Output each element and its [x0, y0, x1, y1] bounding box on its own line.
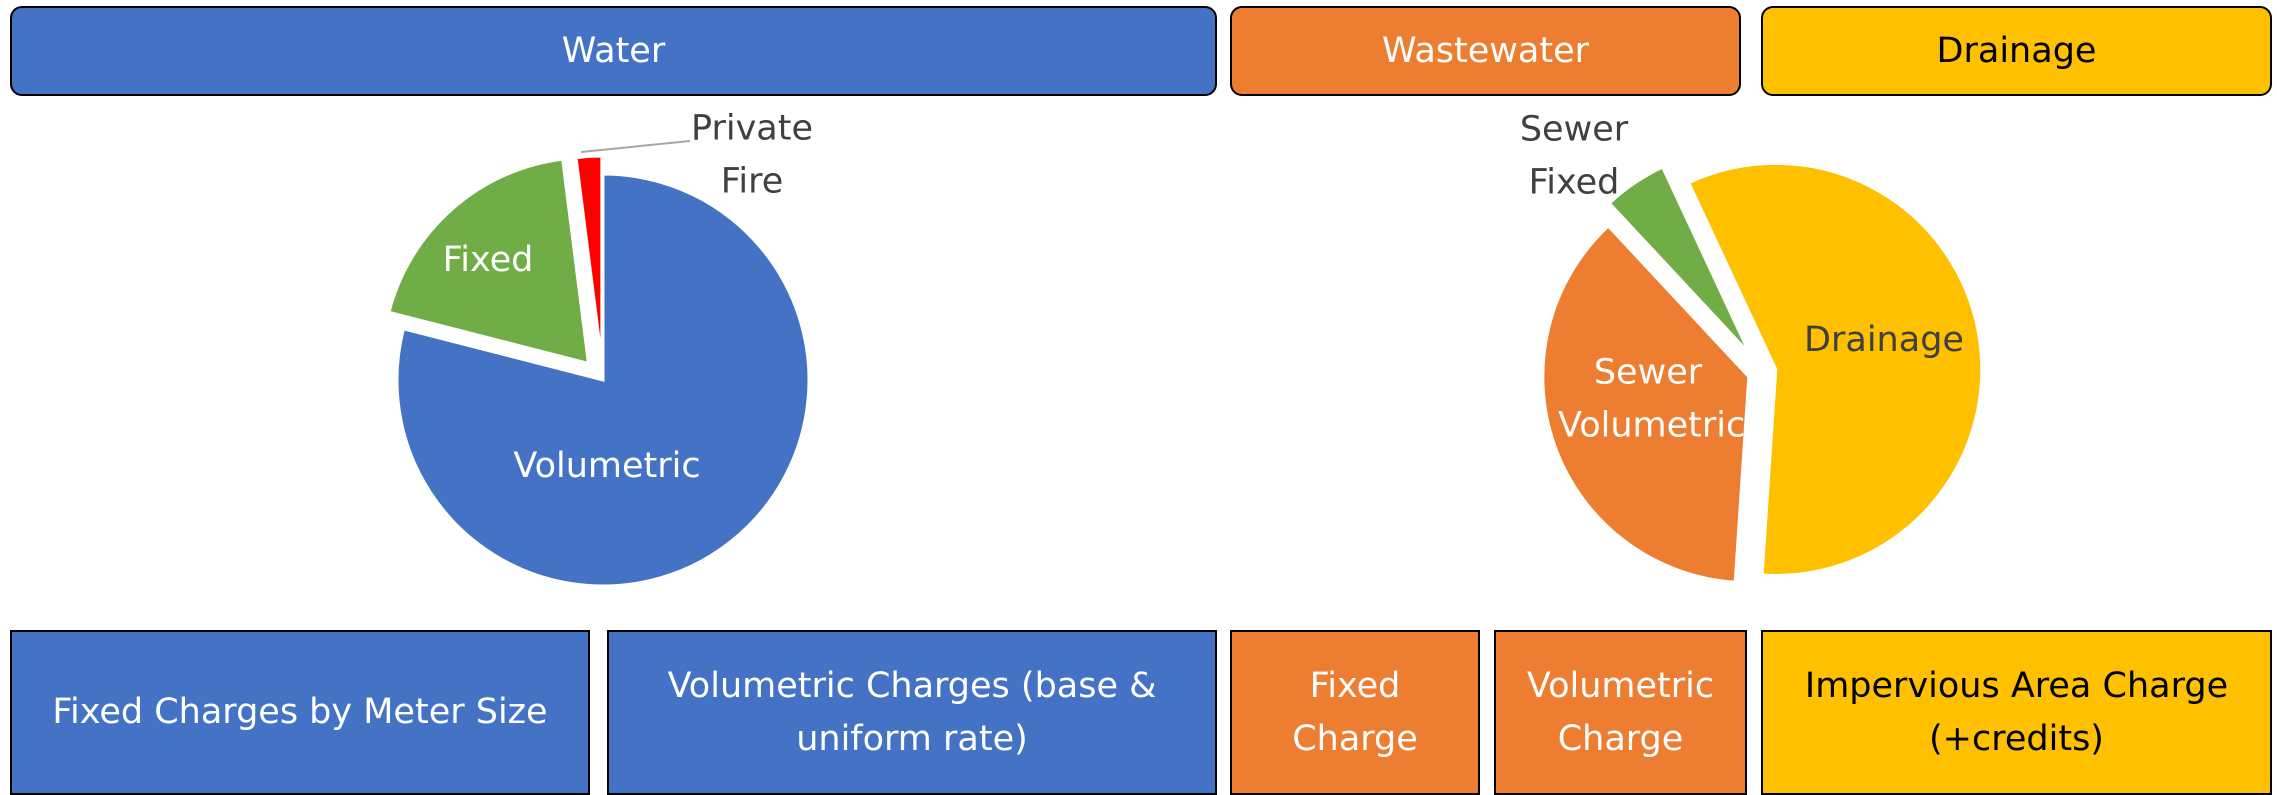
slice-label: Sewer Fixed — [1519, 109, 1629, 203]
pie-slice — [1607, 165, 1752, 355]
pie-slice — [395, 172, 811, 588]
slice-label: Private Fire — [690, 108, 814, 202]
charge-box: Impervious Area Charge (+credits) — [1761, 630, 2272, 795]
header: Water — [10, 6, 1217, 96]
charge-box: Fixed Charges by Meter Size — [10, 630, 590, 795]
header: Wastewater — [1230, 6, 1741, 96]
leader-line — [580, 140, 691, 153]
pie-slice — [387, 157, 591, 366]
header: Drainage — [1761, 6, 2272, 96]
slice-label: Volumetric — [513, 445, 701, 486]
slice-label: Fixed — [442, 239, 534, 280]
pie-slice — [1541, 223, 1751, 584]
charge-box: Volumetric Charges (base & uniform rate) — [607, 630, 1217, 795]
pie-slice — [1686, 161, 1984, 577]
slice-label: Sewer Volumetric — [1558, 352, 1746, 446]
charge-box: Volumetric Charge — [1494, 630, 1747, 795]
pie-slice — [574, 154, 604, 363]
slice-label: Drainage — [1804, 319, 1964, 360]
charge-box: Fixed Charge — [1230, 630, 1480, 795]
